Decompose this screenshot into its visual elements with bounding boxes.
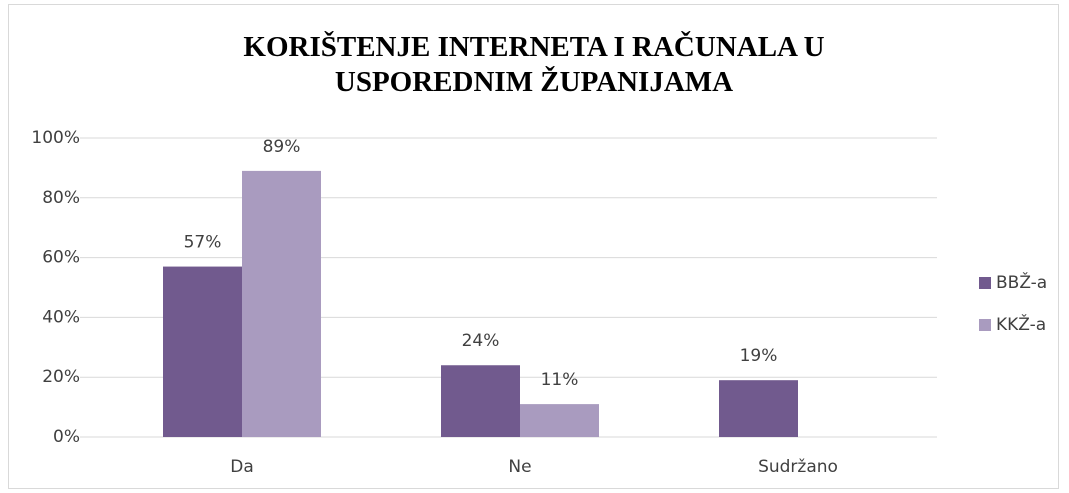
y-tick-label: 20% <box>42 367 80 387</box>
y-tick-label: 60% <box>42 248 80 268</box>
bar <box>163 266 242 437</box>
bar <box>441 365 520 437</box>
bar <box>520 404 599 437</box>
data-label: 11% <box>541 370 579 390</box>
legend-swatch <box>979 277 991 289</box>
bar <box>242 170 321 437</box>
data-label: 19% <box>740 346 778 366</box>
x-tick-label: Ne <box>508 457 531 477</box>
y-tick-label: 80% <box>42 188 80 208</box>
y-tick-label: 40% <box>42 307 80 327</box>
chart-title: KORIŠTENJE INTERNETA I RAČUNALA U USPORE… <box>243 31 825 98</box>
y-tick-label: 100% <box>31 128 80 148</box>
data-label: 57% <box>184 233 222 253</box>
bar <box>719 380 798 437</box>
chart-border <box>8 4 1059 489</box>
legend-swatch <box>979 319 991 331</box>
data-label: 24% <box>462 331 500 351</box>
legend-label: BBŽ-a <box>996 271 1047 293</box>
x-tick-label: Sudržano <box>758 457 838 477</box>
y-tick-label: 0% <box>53 427 80 447</box>
legend-label: KKŽ-a <box>996 313 1046 335</box>
x-tick-label: Da <box>230 457 254 477</box>
data-label: 89% <box>263 137 301 157</box>
